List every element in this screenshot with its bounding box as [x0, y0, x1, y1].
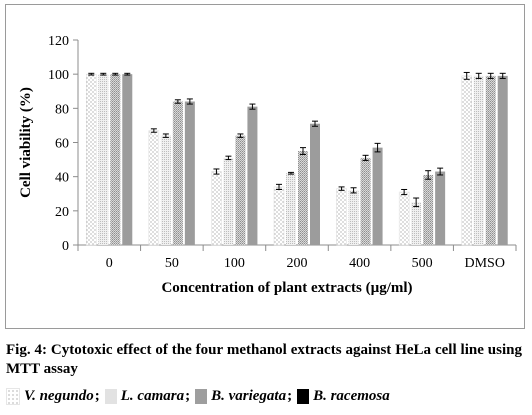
x-axis: 0 50 100 200 400 500 DMSO [77, 244, 517, 271]
bar [336, 188, 347, 246]
legend-separator: ; [185, 388, 191, 404]
bar [497, 75, 508, 245]
bar [235, 135, 246, 245]
x-tick-label: 500 [412, 256, 433, 271]
bar [473, 75, 484, 245]
bar [360, 157, 371, 245]
legend-separator: ; [287, 388, 293, 404]
y-tick-label: 80 [55, 102, 69, 117]
legend-swatch-solid [297, 389, 310, 404]
bar [122, 74, 133, 246]
legend-item-b-racemosa: B. racemosa [297, 388, 390, 405]
legend-label: B. variegata [211, 388, 287, 404]
bar [372, 147, 383, 245]
bars [86, 73, 508, 246]
bar [298, 151, 308, 245]
bar [310, 123, 320, 245]
bar [273, 186, 285, 246]
bar [435, 171, 446, 245]
y-tick-label: 40 [55, 171, 69, 186]
x-tick-label: DMSO [464, 256, 504, 271]
y-tick-label: 0 [62, 239, 69, 254]
bar [423, 174, 434, 245]
bar [160, 135, 171, 245]
bar-chart: 0 20 40 60 80 100 120 0 50 100 200 400 500 DMSO Cell… [18, 34, 517, 296]
y-tick-label: 120 [48, 34, 69, 49]
legend-label: L. camara [120, 388, 185, 404]
legend-item-b-variegata: B. variegata; [195, 388, 297, 405]
bar [223, 157, 234, 245]
y-tick-label: 60 [55, 137, 69, 152]
chart-frame: 0 20 40 60 80 100 120 0 50 100 200 400 500 DMSO Cell… [5, 4, 525, 329]
x-tick-label: 50 [165, 256, 179, 271]
legend-item-v-negundo: V. negundo; [6, 388, 105, 405]
y-axis-title: Cell viability (%) [18, 87, 34, 198]
bar [172, 101, 183, 245]
bar [348, 190, 359, 245]
legend-separator: ; [94, 388, 100, 404]
legend-item-l-camara: L. camara; [104, 388, 195, 405]
bar [485, 75, 496, 245]
legend: V. negundo; L. camara; B. variegata; B. … [6, 388, 526, 405]
bar [86, 73, 97, 246]
legend-label: B. racemosa [313, 388, 390, 404]
legend-swatch-fine [104, 389, 117, 404]
bar [184, 101, 195, 245]
bar [286, 173, 296, 245]
figure-label: Fig. 4 [6, 342, 42, 358]
x-tick-label: 0 [106, 256, 113, 271]
x-tick-label: 400 [349, 256, 370, 271]
y-tick-label: 100 [48, 68, 69, 83]
legend-swatch-dots [6, 388, 20, 405]
y-tick-label: 20 [55, 205, 69, 220]
y-axis: 0 20 40 60 80 100 120 [48, 34, 79, 254]
bar [398, 191, 410, 246]
x-tick-label: 100 [224, 256, 245, 271]
error-bars [88, 71, 506, 208]
x-axis-title: Concentration of plant extracts (µg/ml) [161, 280, 412, 296]
bar [110, 74, 121, 246]
legend-swatch-dense [195, 389, 208, 404]
bar [247, 106, 258, 245]
bar [461, 75, 472, 246]
x-tick-label: 200 [287, 256, 308, 271]
figure-caption-text: : Cytotoxic effect of the four methanol … [6, 342, 522, 377]
bar [148, 130, 160, 246]
figure-caption: Fig. 4: Cytotoxic effect of the four met… [6, 341, 522, 379]
bar [411, 202, 422, 245]
bar [211, 171, 222, 246]
bar [98, 74, 109, 246]
legend-label: V. negundo [24, 388, 94, 404]
